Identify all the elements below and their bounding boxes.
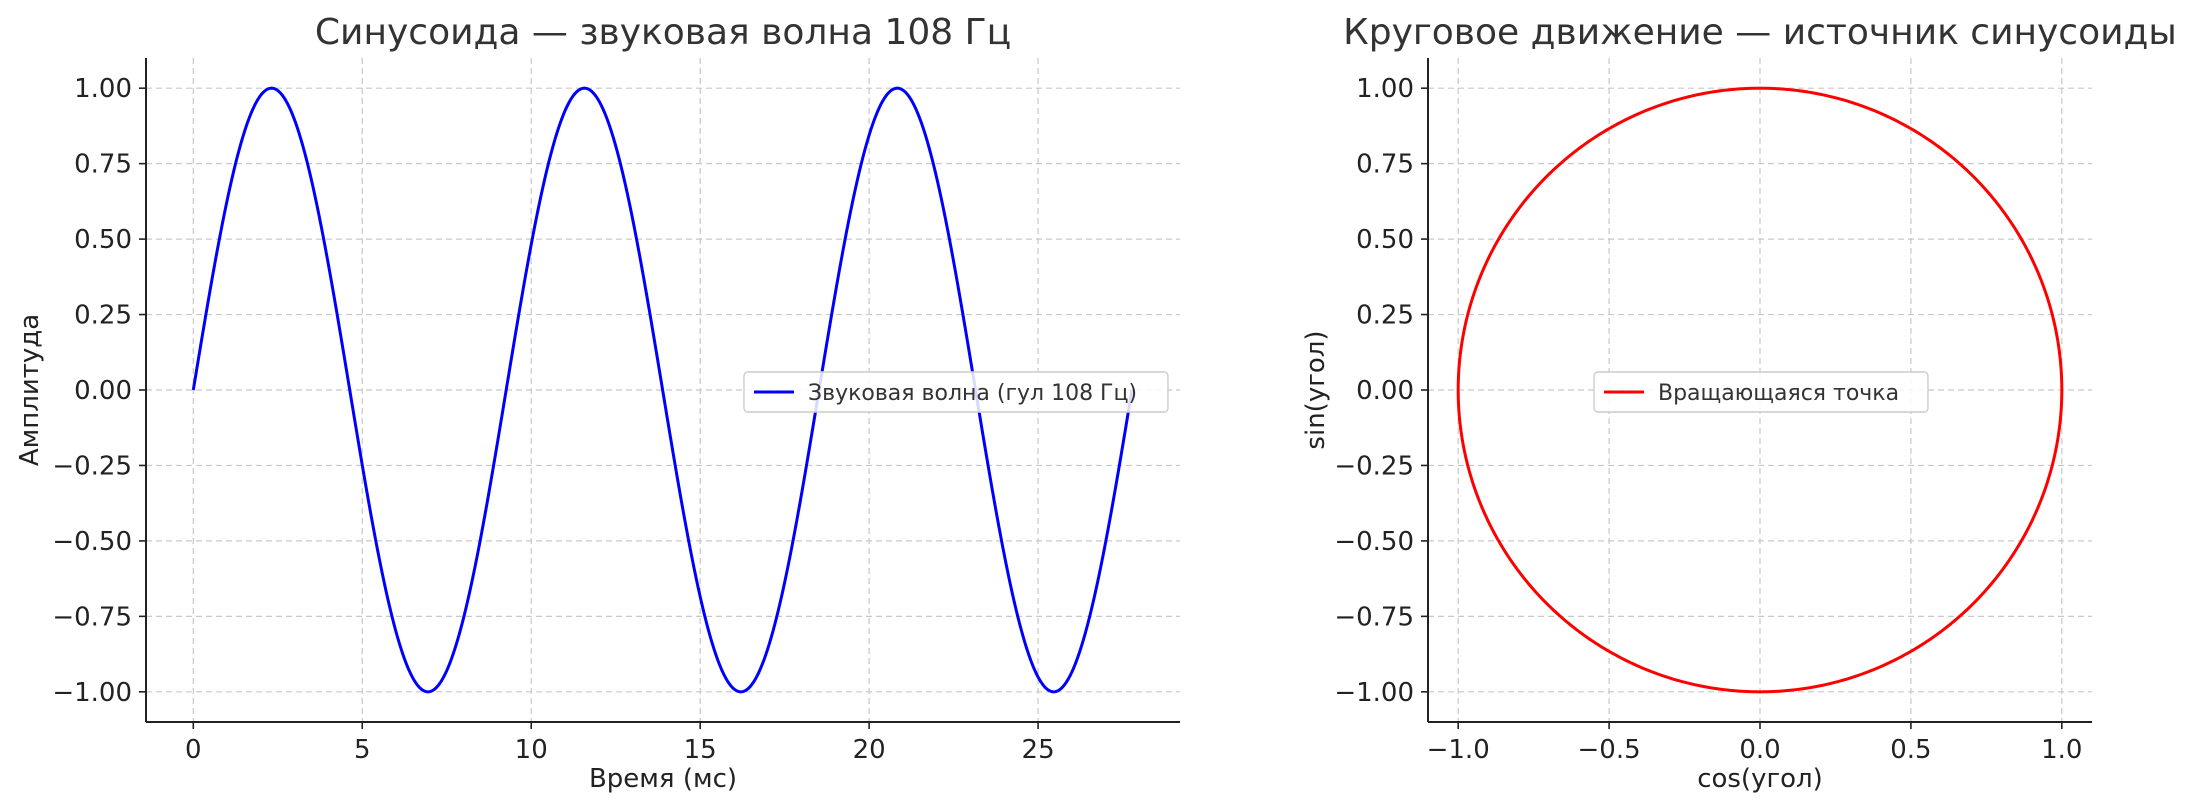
sine-y-axis-label: Амплитуда — [15, 314, 45, 466]
sine-legend: Звуковая волна (гул 108 Гц) — [743, 371, 1169, 413]
sine-x-tick-label: 20 — [853, 735, 886, 765]
circle-legend: Вращающаяся точка — [1593, 371, 1929, 413]
sine-y-tick-label: −1.00 — [52, 678, 132, 708]
circle-x-axis-label: cos(угол) — [1697, 764, 1823, 794]
circle-y-tick-label: 0.25 — [1356, 301, 1414, 331]
circle-y-tick-label: 0.50 — [1356, 225, 1414, 255]
circle-y-tick-label: −1.00 — [1334, 678, 1414, 708]
circle-y-tick-label: −0.75 — [1334, 602, 1414, 632]
sine-x-tick-label: 5 — [354, 735, 371, 765]
circle-series-line — [1456, 86, 2064, 694]
circle-y-tick-label: 0.00 — [1356, 376, 1414, 406]
circle-x-tick-label: −1.0 — [1427, 735, 1490, 765]
circle-chart: −1.0 −0.5 0.0 0.5 1.0 1.00 0.75 0.50 0.25 0.00 −0.… — [1301, 12, 2177, 794]
sine-x-tick-label: 0 — [185, 735, 202, 765]
circle-legend-box — [1593, 371, 1929, 413]
circle-series — [1456, 86, 2064, 694]
circle-x-tick-label: 0.5 — [1890, 735, 1931, 765]
circle-ticks: −1.0 −0.5 0.0 0.5 1.0 1.00 0.75 0.50 0.25 0.00 −0.… — [1334, 74, 2082, 765]
sine-x-tick-label: 25 — [1022, 735, 1055, 765]
circle-chart-title: Круговое движение — источник синусоиды — [1343, 12, 2177, 53]
sine-x-tick-label: 10 — [515, 735, 548, 765]
sine-chart-title: Синусоида — звуковая волна 108 Гц — [315, 12, 1011, 53]
sine-y-tick-label: 0.25 — [74, 301, 132, 331]
circle-x-tick-label: −0.5 — [1578, 735, 1641, 765]
circle-y-tick-label: −0.50 — [1334, 527, 1414, 557]
sine-x-tick-label: 15 — [684, 735, 717, 765]
sine-y-tick-label: 0.75 — [74, 150, 132, 180]
circle-y-tick-label: −0.25 — [1334, 451, 1414, 481]
sine-x-axis-label: Время (мс) — [589, 764, 737, 794]
sine-y-tick-label: −0.25 — [52, 451, 132, 481]
circle-y-axis-label: sin(угол) — [1301, 330, 1331, 449]
sine-wave-chart: 0 5 10 15 20 25 1.00 0.75 0.50 0.25 0.00 −0.25 −0.50… — [15, 12, 1180, 794]
sine-legend-label: Звуковая волна (гул 108 Гц) — [808, 381, 1137, 406]
circle-x-tick-label: 0.0 — [1739, 735, 1780, 765]
circle-y-tick-label: 1.00 — [1356, 74, 1414, 104]
circle-y-tick-label: 0.75 — [1356, 150, 1414, 180]
sine-y-tick-label: 0.50 — [74, 225, 132, 255]
sine-y-tick-label: −0.50 — [52, 527, 132, 557]
circle-legend-label: Вращающаяся точка — [1658, 381, 1899, 406]
sine-ticks: 0 5 10 15 20 25 1.00 0.75 0.50 0.25 0.00 −0.25 −0.50… — [52, 74, 1054, 765]
sine-legend-box — [743, 371, 1169, 413]
circle-x-tick-label: 1.0 — [2041, 735, 2082, 765]
sine-y-tick-label: 1.00 — [74, 74, 132, 104]
sine-y-tick-label: 0.00 — [74, 376, 132, 406]
sine-y-tick-label: −0.75 — [52, 602, 132, 632]
